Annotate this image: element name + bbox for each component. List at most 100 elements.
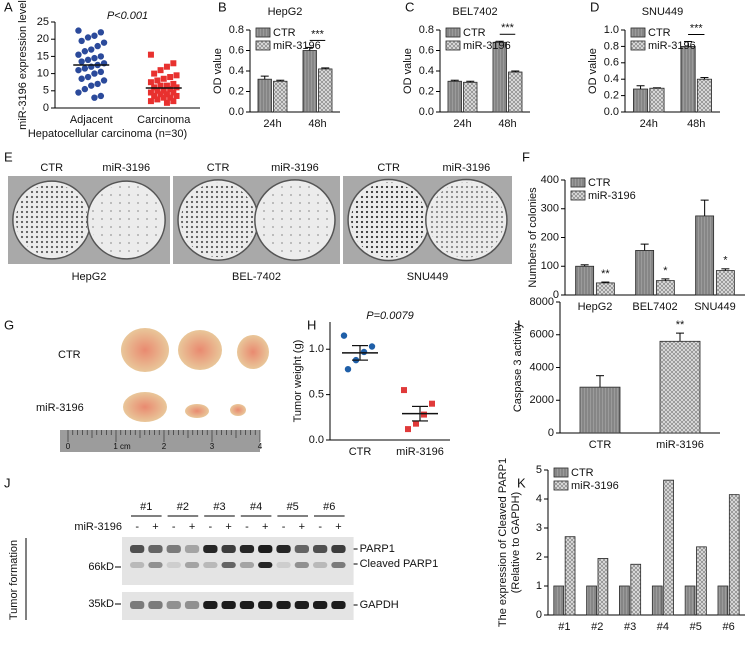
y-tick-label: 2 (536, 551, 542, 563)
colonies (15, 184, 88, 256)
band (148, 562, 163, 568)
panel-letter: D (590, 0, 599, 14)
x-tick-label: 24h (640, 118, 658, 130)
plate-label: miR-3196 (271, 162, 319, 174)
band (239, 562, 255, 568)
treatment-sign: - (318, 521, 322, 533)
band (294, 545, 309, 553)
y-tick-label: 0.0 (229, 106, 244, 118)
tumor (178, 330, 222, 370)
bar-hatch (685, 586, 696, 615)
y-tick-label: 25 (37, 16, 49, 28)
data-point (78, 58, 85, 65)
significance: *** (311, 28, 325, 40)
y-axis-label: (Relative to GAPDH) (510, 492, 522, 593)
treatment-sign: - (135, 521, 139, 533)
colonies (181, 182, 256, 258)
sample-label: #4 (250, 501, 262, 513)
y-tick-label: 0.0 (309, 434, 324, 446)
data-point (157, 67, 164, 74)
y-tick-label: 300 (541, 203, 559, 215)
data-point (154, 96, 161, 103)
data-point (91, 54, 98, 62)
band (239, 545, 255, 553)
data-point (151, 92, 158, 99)
band (276, 545, 291, 553)
cell-line-label: SNU449 (407, 271, 449, 283)
band (184, 545, 200, 553)
y-tick-label: 4000 (530, 361, 554, 373)
band (166, 601, 181, 609)
legend-hatch (554, 481, 568, 490)
band (276, 601, 291, 609)
bar-hatch (635, 250, 654, 295)
legend-hatch (256, 41, 270, 50)
ruler-label: 3 (210, 442, 215, 451)
tumor (230, 404, 246, 416)
tumor (185, 404, 209, 418)
band (239, 601, 255, 609)
y-tick-label: 0 (43, 102, 49, 114)
legend-hatch (446, 28, 460, 37)
sample-label: #6 (323, 501, 335, 513)
y-tick-label: 0.8 (419, 24, 434, 36)
y-axis-label: Caspase 3 activity (512, 322, 524, 412)
ruler-label: 2 (162, 442, 167, 451)
side-label: Tumor formation (8, 540, 20, 620)
y-tick-label: 0.2 (419, 85, 434, 97)
bar-hatch (318, 68, 333, 112)
plate-label: miR-3196 (102, 162, 150, 174)
data-point (81, 65, 89, 72)
x-tick-label: #1 (558, 621, 570, 633)
plate-label: CTR (207, 162, 230, 174)
x-tick-label: 24h (453, 118, 471, 130)
bar-hatch (652, 586, 663, 615)
y-tick-label: 400 (541, 174, 559, 186)
bar-hatch (697, 79, 712, 112)
sample-label: #2 (177, 501, 189, 513)
x-tick-label: CTR (589, 439, 612, 451)
panel-letter: F (522, 149, 530, 164)
band (130, 545, 145, 553)
data-point (167, 74, 174, 81)
data-point (368, 343, 376, 350)
data-point (170, 60, 177, 67)
data-point (170, 89, 177, 96)
y-tick-label: 0.0 (419, 106, 434, 118)
legend-label: CTR (571, 467, 594, 479)
band (184, 562, 200, 568)
band (313, 545, 328, 553)
data-point (97, 29, 105, 36)
panel-letter: H (307, 317, 316, 332)
band (184, 601, 200, 609)
data-point (173, 72, 180, 79)
treatment-label: miR-3196 (74, 521, 122, 533)
data-point (147, 89, 154, 96)
legend-hatch (631, 28, 645, 37)
y-tick-label: 0.0 (604, 106, 619, 118)
treatment-sign: + (152, 521, 158, 533)
sample-label: #3 (213, 501, 225, 513)
data-point (170, 98, 177, 105)
band (258, 562, 273, 568)
data-point (413, 420, 419, 427)
legend-hatch (631, 41, 645, 50)
y-axis-label: Tumor weight (g) (292, 340, 304, 423)
tumor (237, 335, 269, 369)
panel-letter: A (4, 0, 13, 14)
data-point (154, 77, 161, 84)
tumor (121, 328, 169, 372)
y-tick-label: 1.0 (604, 24, 619, 36)
x-tick-label: #3 (624, 621, 636, 633)
significance: *** (690, 22, 704, 34)
y-tick-label: 0 (536, 609, 542, 621)
bar-hatch (580, 387, 620, 433)
annotation: P=0.0079 (366, 310, 413, 322)
legend-hatch (446, 41, 460, 50)
y-tick-label: 1 (536, 580, 542, 592)
data-point (78, 37, 85, 45)
data-point (75, 27, 82, 34)
data-point (97, 92, 105, 100)
band (276, 562, 291, 568)
